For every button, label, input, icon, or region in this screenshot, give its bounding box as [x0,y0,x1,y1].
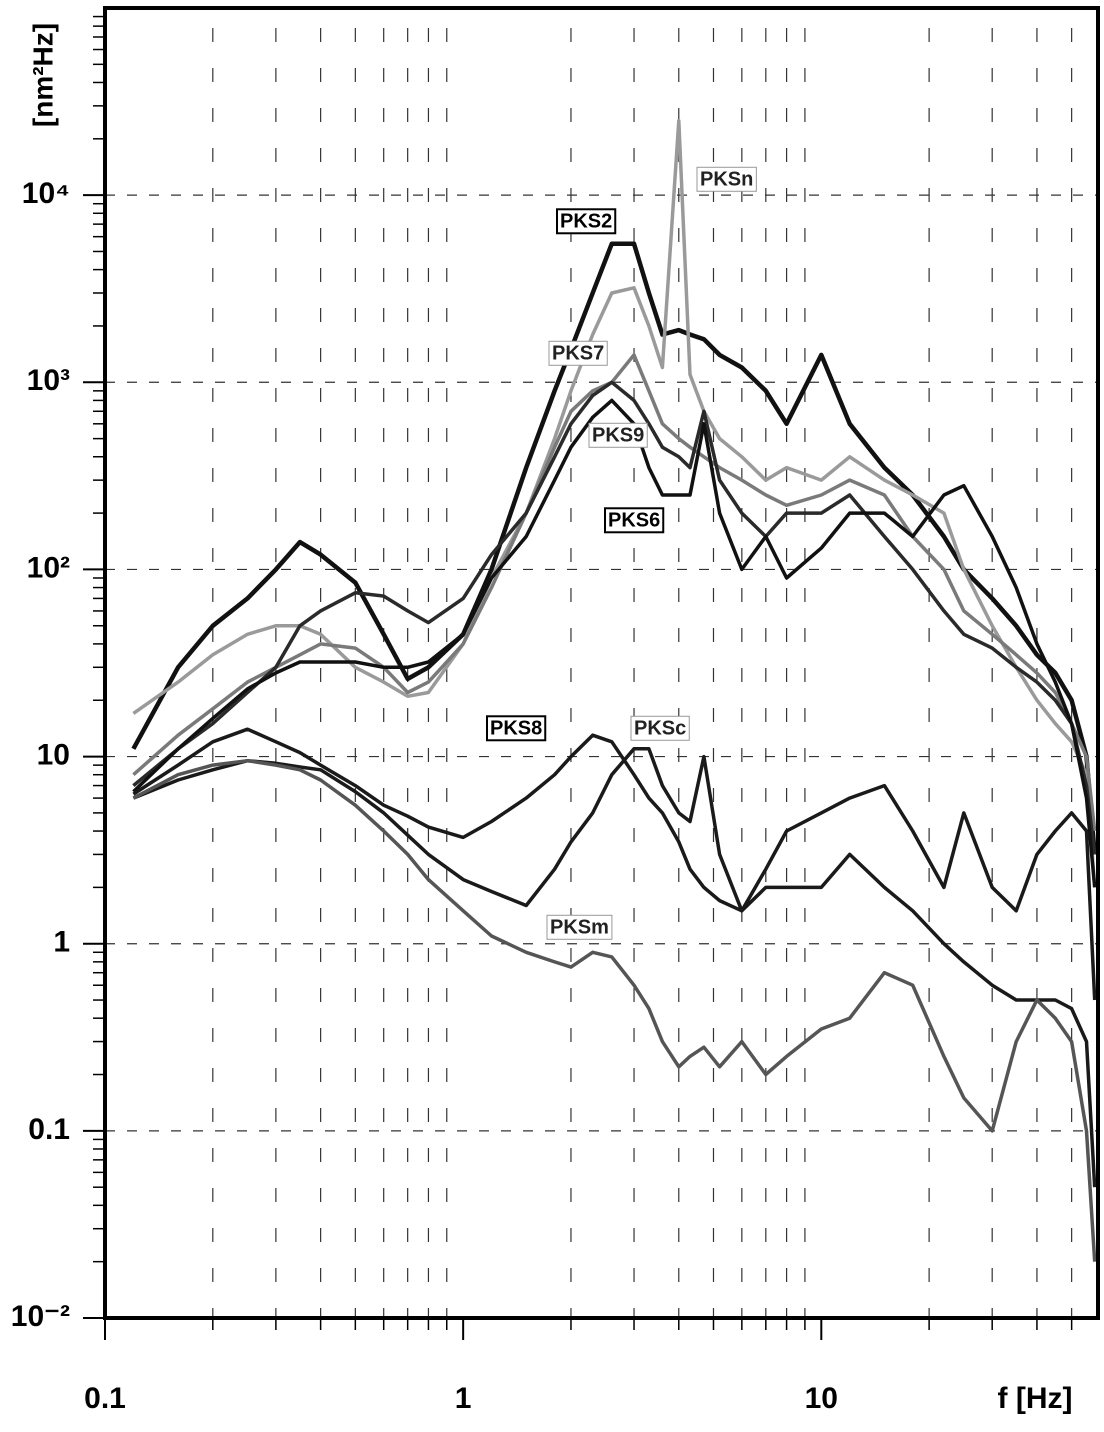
label-box [588,422,648,448]
series-label: PKS6 [608,509,660,531]
series-label: PKS2 [560,210,612,232]
x-tick-label: 10 [805,1382,838,1415]
y-tick-label: 10² [27,551,70,584]
label-box [604,507,665,534]
label-box [548,340,608,366]
series-line [132,747,1097,1001]
y-axis-label: [nm²Hz] [27,23,58,127]
series-label: PKSc [634,717,686,739]
series-line [132,353,1097,832]
series-label: PKSm [550,916,609,938]
label-box [630,715,690,741]
series-line [132,727,1097,1188]
y-tick-label: 10³ [27,364,70,397]
series-label: PKS7 [552,342,604,364]
y-tick-label: 10 [37,738,70,771]
x-axis-label: f [Hz] [998,1382,1073,1415]
series-label: PKS9 [592,424,644,446]
y-tick-label: 0.1 [28,1113,70,1146]
y-tick-label: 10⁴ [22,177,70,210]
plot-frame [103,6,1100,1320]
series-label: PKS8 [490,717,542,739]
label-box [486,715,547,742]
series-line [132,398,1097,888]
y-tick-label: 10⁻² [11,1300,70,1333]
label-box [696,166,757,192]
x-tick-label: 0.1 [84,1382,126,1415]
series-label: PKSn [700,168,753,190]
label-box [546,914,613,940]
y-tick-label: 1 [53,926,70,959]
label-box [556,208,617,235]
series-line [132,380,1097,855]
series-line [132,118,1097,888]
series-line [132,758,1097,1262]
series-line [131,241,1097,855]
x-tick-label: 1 [455,1382,472,1415]
